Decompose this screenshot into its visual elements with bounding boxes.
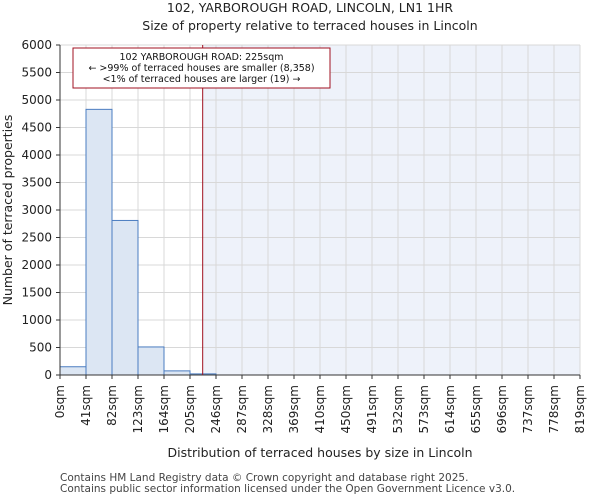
x-tick-label-17: 696sqm — [495, 385, 509, 433]
y-axis-label: Number of terraced properties — [0, 115, 15, 306]
y-tick-label-1: 500 — [29, 341, 52, 355]
x-tick-label-14: 573sqm — [417, 385, 431, 433]
chart-title-line1: 102, YARBOROUGH ROAD, LINCOLN, LN1 1HR — [167, 0, 453, 15]
y-tick-label-0: 0 — [44, 368, 52, 382]
x-axis-label: Distribution of terraced houses by size … — [167, 445, 472, 460]
x-tick-label-8: 328sqm — [261, 385, 275, 433]
y-tick-label-4: 2000 — [21, 258, 52, 272]
x-tick-label-10: 410sqm — [313, 385, 327, 433]
x-tick-label-13: 532sqm — [391, 385, 405, 433]
annotation-box — [72, 47, 331, 89]
bar-41sqm — [85, 108, 113, 376]
x-tick-label-4: 164sqm — [157, 385, 171, 433]
annotation-line-2: ← >99% of terraced houses are smaller (8… — [88, 63, 314, 74]
x-tick-label-5: 205sqm — [183, 385, 197, 433]
x-tick-label-16: 655sqm — [469, 385, 483, 433]
y-tick-label-9: 4500 — [21, 121, 52, 135]
y-tick-label-12: 6000 — [21, 38, 52, 52]
x-tick-label-19: 778sqm — [547, 385, 561, 433]
y-tick-label-8: 4000 — [21, 148, 52, 162]
footer-copyright: Contains HM Land Registry data © Crown c… — [60, 472, 469, 484]
x-tick-label-7: 287sqm — [235, 385, 249, 433]
bar-123sqm — [137, 346, 165, 376]
x-tick-label-2: 82sqm — [105, 385, 119, 426]
plot-area: 0 500 1000 1500 2000 2500 3000 3500 4000 4500 5000… — [21, 38, 587, 433]
chart-title-line2: Size of property relative to terraced ho… — [142, 18, 477, 33]
y-tick-label-3: 1500 — [21, 286, 52, 300]
x-tick-label-12: 491sqm — [365, 385, 379, 433]
bar-0sqm — [59, 366, 87, 376]
bar-82sqm — [111, 219, 139, 376]
y-tick-label-6: 3000 — [21, 203, 52, 217]
x-tick-label-11: 450sqm — [339, 385, 353, 433]
annotation-line-1: 102 YARBOROUGH ROAD: 225sqm — [119, 52, 283, 63]
bar-164sqm — [163, 370, 191, 376]
annotation-line-3: <1% of terraced houses are larger (19) → — [103, 74, 301, 85]
y-tick-label-5: 2500 — [21, 231, 52, 245]
y-tick-label-10: 5000 — [21, 93, 52, 107]
y-tick-label-7: 3500 — [21, 176, 52, 190]
x-tick-label-15: 614sqm — [443, 385, 457, 433]
x-tick-label-1: 41sqm — [79, 385, 93, 426]
x-tick-label-0: 0sqm — [53, 385, 67, 418]
x-tick-label-18: 737sqm — [521, 385, 535, 433]
y-tick-label-2: 1000 — [21, 313, 52, 327]
x-tick-label-3: 123sqm — [131, 385, 145, 433]
x-tick-label-9: 369sqm — [287, 385, 301, 433]
y-tick-label-11: 5500 — [21, 66, 52, 80]
x-tick-label-6: 246sqm — [209, 385, 223, 433]
footer-licence: Contains public sector information licen… — [60, 483, 516, 495]
x-tick-label-20: 819sqm — [573, 385, 587, 433]
